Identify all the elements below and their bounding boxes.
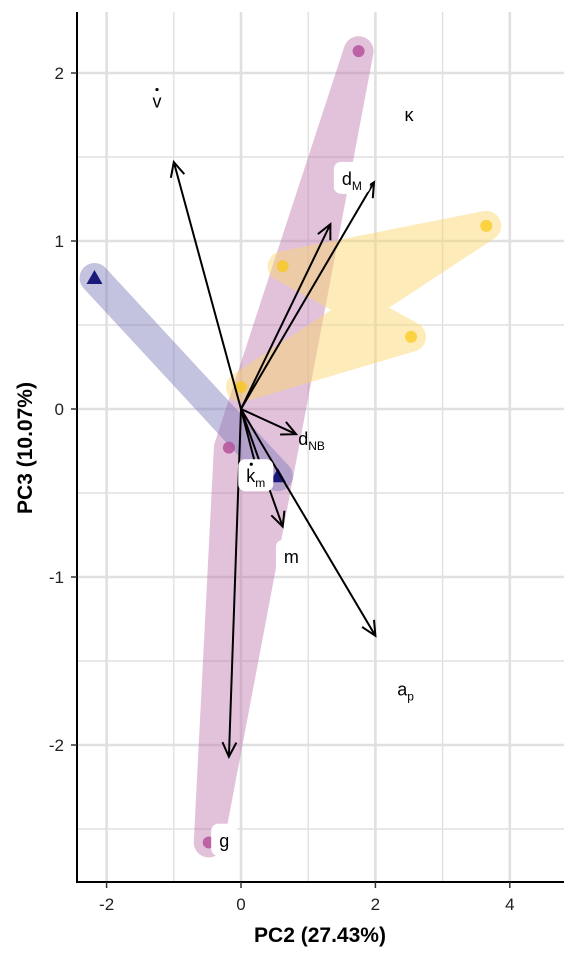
axes [76,12,564,883]
x-axis-title: PC2 (27.43%) [254,924,386,947]
loading-label-text: ap [397,680,414,704]
arrowhead-g [221,741,238,760]
point-yellow [235,381,247,394]
arrowhead-m [270,510,286,529]
arrowhead-ap [361,619,377,638]
x-tick-label: -2 [99,895,114,914]
loading-labels: v κ dM dNB km m ap g [153,87,415,856]
y-tick-label: 0 [55,400,64,419]
loading-label: κ [405,105,415,125]
loading-label-text: dM [342,169,362,193]
point-purple [352,45,365,58]
loading-label: dM [333,161,370,194]
x-tick-label: 0 [236,895,245,914]
tick-marks: -2 0 2 4 -2 -1 0 1 2 [49,64,515,914]
loading-label: v [153,87,162,112]
point-navy [86,269,103,284]
loading-label-text: dNB [298,429,325,453]
label-box [333,161,370,194]
dot-accent [249,462,253,466]
label-box [211,823,238,856]
hull-purple [193,36,374,858]
loading-label: km [238,459,274,492]
loading-arrows [169,159,377,760]
loading-label-text: v [153,92,162,112]
arrow-dM2 [240,181,375,410]
loading-label: ap [397,680,414,704]
label-box [238,459,274,492]
loading-label-text: km [246,466,265,490]
arrowhead-dNB [280,421,299,436]
loading-label-text: g [219,831,229,851]
arrow-dM [240,223,332,410]
loading-label: g [211,823,238,856]
x-tick-label: 2 [371,895,380,914]
arrow-vdot [172,161,242,410]
label-box [275,539,307,572]
point-yellow [276,260,289,273]
loading-label-text: κ [405,105,415,125]
point-yellow [405,330,418,343]
point-yellow [480,219,493,232]
x-tick-label: 4 [505,895,514,914]
y-tick-label: -2 [49,736,64,755]
y-tick-label: -1 [49,568,64,587]
group-hulls [79,36,502,858]
arrow-dNB [240,408,297,436]
loading-label: m [275,539,307,572]
arrow-ap [240,408,377,637]
grid [78,12,564,882]
loading-label: dNB [298,429,325,453]
y-tick-label: 2 [55,64,64,83]
loading-label-text: m [284,547,299,567]
arrowhead-vdot [169,159,186,178]
dot-accent [155,87,159,92]
point-purple [222,441,235,454]
arrowhead-dM [317,222,332,241]
y-axis-title: PC3 (10.07%) [14,382,37,514]
y-tick-label: 1 [55,232,64,251]
